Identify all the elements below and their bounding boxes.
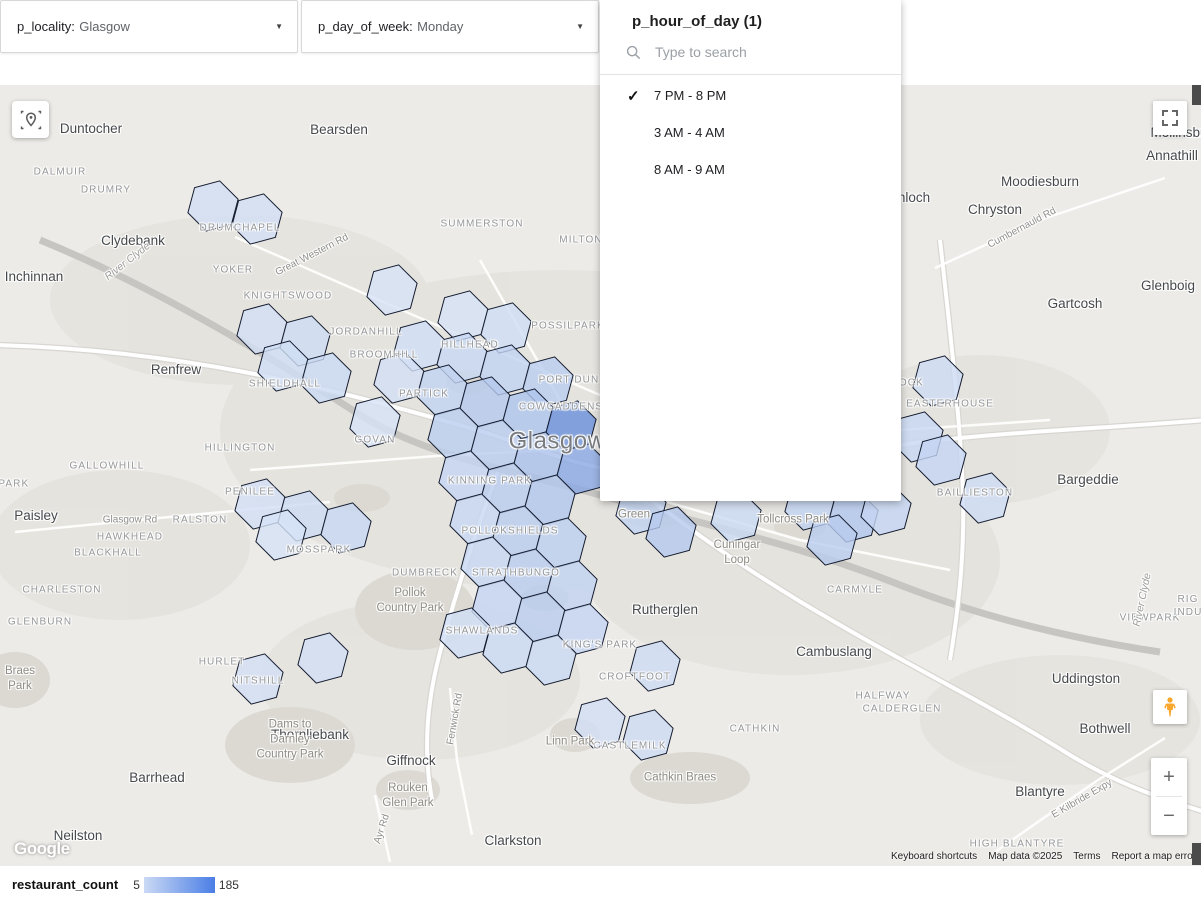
legend-field-label: restaurant_count (12, 877, 119, 892)
check-icon: ✓ (627, 87, 640, 105)
legend-gradient (143, 876, 215, 893)
legend-max-value: 185 (218, 877, 239, 892)
map-data-text: Map data ©2025 (988, 851, 1063, 862)
hour-filter-dropdown: p_hour_of_day (1) ✓ 7 PM - 8 PM 3 AM - 4 A… (600, 0, 901, 501)
zoom-control: + − (1151, 758, 1187, 835)
recenter-map-button[interactable] (12, 101, 49, 138)
hexbin-cell[interactable] (959, 472, 1011, 524)
hexbin-cell[interactable] (366, 264, 418, 316)
keyboard-shortcuts-link[interactable]: Keyboard shortcuts (891, 851, 978, 862)
fullscreen-button[interactable] (1153, 101, 1187, 135)
hour-option[interactable]: 3 AM - 4 AM (600, 114, 901, 151)
dropdown-title: p_hour_of_day (1) (632, 13, 763, 30)
filter-bar: p_locality: Glasgow ▼ p_day_of_week: Mon… (0, 0, 602, 54)
river-clyde (38, 236, 1161, 656)
google-logo: Google (14, 839, 70, 858)
report-error-link[interactable]: Report a map error (1111, 851, 1196, 862)
hour-options-list: ✓ 7 PM - 8 PM 3 AM - 4 AM 8 AM - 9 AM (600, 77, 901, 188)
terms-link[interactable]: Terms (1073, 851, 1101, 862)
pegman-button[interactable] (1153, 690, 1187, 724)
map-pin-focus-icon (20, 110, 41, 129)
hour-option-label: 7 PM - 8 PM (654, 88, 727, 103)
filter-locality-value: Glasgow (79, 18, 130, 34)
hexbin-cell[interactable] (525, 634, 577, 686)
legend-min-value: 5 (133, 877, 140, 892)
filter-locality-label: p_locality: (17, 18, 75, 34)
filter-day-of-week[interactable]: p_day_of_week: Monday ▼ (301, 0, 599, 53)
search-input[interactable] (652, 43, 885, 61)
hexbin-cell[interactable] (806, 514, 858, 566)
legend-bar: restaurant_count 5 185 (0, 865, 1201, 903)
hexbin-cell[interactable] (629, 640, 681, 692)
hexbin-cell[interactable] (320, 502, 372, 554)
hexbin-layer (187, 180, 1011, 761)
zoom-out-button[interactable]: − (1163, 804, 1175, 827)
hexbin-cell[interactable] (297, 632, 349, 684)
map-attribution: Keyboard shortcuts Map data ©2025 Terms … (891, 851, 1196, 862)
hexbin-cell[interactable] (300, 352, 352, 404)
search-icon (626, 45, 641, 59)
scrollbar-thumb-bottom[interactable] (1192, 843, 1201, 865)
hexbin-cell[interactable] (232, 653, 284, 705)
filter-day-label: p_day_of_week: (318, 18, 413, 34)
hour-option-label: 3 AM - 4 AM (654, 125, 725, 140)
fullscreen-icon (1162, 110, 1178, 126)
hexbin-cell[interactable] (231, 193, 283, 245)
hour-option[interactable]: 8 AM - 9 AM (600, 151, 901, 188)
filter-locality[interactable]: p_locality: Glasgow ▼ (0, 0, 298, 53)
zoom-in-button[interactable]: + (1163, 765, 1175, 788)
hexbin-cell[interactable] (622, 709, 674, 761)
scrollbar-thumb-top[interactable] (1192, 85, 1201, 105)
hexbin-cell[interactable] (480, 302, 532, 354)
hour-option-label: 8 AM - 9 AM (654, 162, 725, 177)
filter-day-text: p_day_of_week: Monday (318, 18, 463, 36)
filter-locality-text: p_locality: Glasgow (17, 18, 130, 36)
hexbin-cell[interactable] (255, 509, 307, 561)
zoom-divider (1156, 796, 1182, 797)
hexbin-cell[interactable] (187, 180, 239, 232)
pegman-icon (1164, 697, 1176, 717)
hexbin-cell[interactable] (574, 697, 626, 749)
hexbin-cell[interactable] (645, 506, 697, 558)
hour-option[interactable]: ✓ 7 PM - 8 PM (600, 77, 901, 114)
chevron-down-icon: ▼ (275, 22, 283, 31)
hexbin-cell[interactable] (915, 434, 967, 486)
dropdown-search-row (600, 39, 901, 75)
filter-day-value: Monday (417, 18, 464, 34)
chevron-down-icon: ▼ (576, 22, 584, 31)
hexbin-cell[interactable] (912, 355, 964, 407)
hexbin-cell[interactable] (349, 396, 401, 448)
